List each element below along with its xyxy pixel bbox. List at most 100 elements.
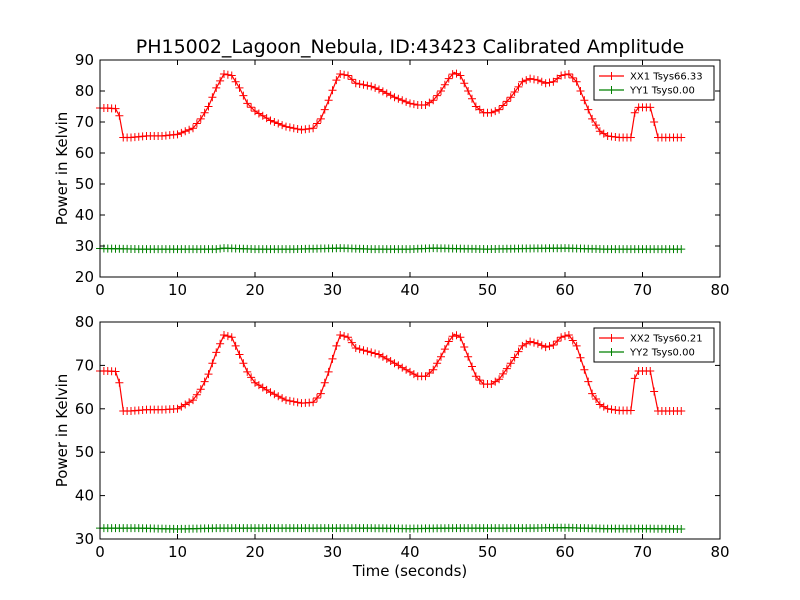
bottom-series-1-point	[592, 395, 600, 404]
bottom-series-1-point	[278, 394, 287, 403]
bottom-x-tick-label: 0	[95, 543, 105, 561]
top-series-1-point	[607, 132, 616, 141]
top-series-1-point	[274, 119, 283, 128]
top-series-2-point	[677, 245, 686, 254]
bottom-series-1-point	[285, 396, 294, 405]
bottom-series-1-point	[440, 345, 449, 354]
top-series-1-point	[437, 87, 445, 95]
bottom-series-1-point	[468, 362, 476, 371]
top-x-tick-label: 30	[323, 281, 342, 299]
bottom-series-1-point	[347, 338, 356, 347]
top-series-1-point	[630, 108, 639, 117]
bottom-series-1-point	[464, 352, 473, 361]
top-series-1-point	[394, 94, 403, 103]
top-x-tick-label: 60	[555, 281, 574, 299]
top-series-1-point	[216, 76, 225, 85]
bottom-plot-area	[96, 331, 686, 534]
top-series-1-point	[495, 105, 504, 114]
top-series-1-point	[189, 124, 197, 133]
top-y-tick-label: 40	[75, 206, 94, 224]
bottom-y-axis-label: Power in Kelvin	[53, 374, 71, 488]
top-series-1-point	[576, 87, 585, 95]
bottom-series-1-point	[611, 405, 620, 414]
bottom-series-1-point	[220, 331, 228, 340]
bottom-series-1-point	[231, 341, 240, 350]
top-series-1-point	[588, 114, 597, 123]
top-series-1-point	[514, 82, 523, 91]
top-series-1-point	[285, 123, 294, 132]
top-series-1-point	[533, 76, 542, 85]
top-series-1-point	[289, 124, 298, 133]
bottom-series-1-point	[510, 353, 519, 362]
bottom-series-1-point	[282, 396, 290, 405]
top-series-1-point	[402, 97, 411, 106]
bottom-x-tick-label: 70	[633, 543, 652, 561]
bottom-series-1-point	[584, 377, 593, 386]
bottom-series-1-markers	[96, 331, 686, 415]
top-series-1-point	[111, 104, 120, 113]
bottom-x-tick-label: 20	[245, 543, 264, 561]
top-series-1-point	[518, 77, 527, 86]
top-series-1-point	[572, 77, 581, 86]
chart-title: PH15002_Lagoon_Nebula, ID:43423 Calibrat…	[136, 36, 684, 58]
top-series-1-point	[440, 80, 449, 89]
top-series-1-point	[456, 71, 465, 80]
bottom-series-1-point	[580, 365, 589, 374]
bottom-series-1-point	[227, 333, 236, 342]
top-series-1-point	[564, 69, 573, 78]
bottom-series-1-point	[192, 390, 201, 399]
top-x-tick-label: 10	[168, 281, 187, 299]
bottom-series-1-point	[499, 369, 507, 378]
top-series-1-point	[177, 128, 186, 137]
bottom-series-1-point	[433, 359, 442, 368]
top-series-1-point	[223, 70, 232, 79]
bottom-series-1-point	[437, 352, 445, 361]
bottom-legend-label-2: YY2 Tsys0.00	[629, 348, 695, 359]
top-y-tick-label: 80	[75, 82, 94, 100]
top-series-1-point	[363, 81, 372, 90]
top-y-tick-label: 60	[75, 144, 94, 162]
top-series-1-point	[200, 108, 209, 117]
bottom-series-1-point	[247, 373, 256, 382]
bottom-series-1-point	[189, 396, 197, 405]
bottom-series-1-point	[235, 350, 244, 359]
top-series-1-point	[491, 107, 500, 116]
bottom-legend-box	[593, 327, 715, 363]
bottom-series-1-point	[196, 385, 205, 394]
bottom-series-1-point	[448, 332, 457, 341]
top-series-1-point	[328, 86, 337, 95]
top-legend-label-2: YY1 Tsys0.00	[629, 86, 695, 97]
top-y-tick-label: 30	[75, 237, 94, 255]
bottom-series-1-point	[677, 406, 686, 415]
top-series-1-point	[320, 105, 329, 114]
top-series-1-point	[235, 83, 244, 92]
top-series-1-point	[278, 121, 287, 130]
top-y-axis-label: Power in Kelvin	[53, 112, 71, 226]
top-series-1-point	[646, 103, 655, 112]
top-series-1-point	[247, 103, 256, 112]
top-series-1-point	[448, 70, 457, 79]
top-series-1-point	[367, 82, 376, 91]
bottom-x-tick-label: 40	[400, 543, 419, 561]
top-series-1-point	[378, 87, 387, 96]
bottom-series-1-point	[363, 347, 372, 356]
bottom-panel: Power in Kelvin Time (seconds) 0 10 20 30 40…	[53, 313, 730, 580]
bottom-series-1-point	[239, 359, 248, 368]
top-series-1-point	[502, 97, 511, 106]
top-series-1-point	[340, 70, 349, 79]
top-series-1-point	[650, 118, 659, 126]
top-series-1-point	[181, 127, 190, 136]
top-series-1-point	[305, 124, 314, 133]
top-series-1-point	[270, 118, 279, 126]
bottom-legend-marker-1	[607, 334, 616, 342]
bottom-series-1-point	[568, 336, 577, 345]
bottom-series-1-point	[208, 359, 217, 368]
bottom-series-1-point	[115, 378, 124, 387]
top-series-1-point	[192, 119, 201, 128]
bottom-series-1-point	[289, 397, 298, 406]
bottom-series-1-point	[243, 367, 252, 376]
bottom-series-2-markers	[96, 523, 686, 534]
bottom-series-1-point	[344, 333, 352, 342]
top-series-1-point	[185, 125, 194, 134]
